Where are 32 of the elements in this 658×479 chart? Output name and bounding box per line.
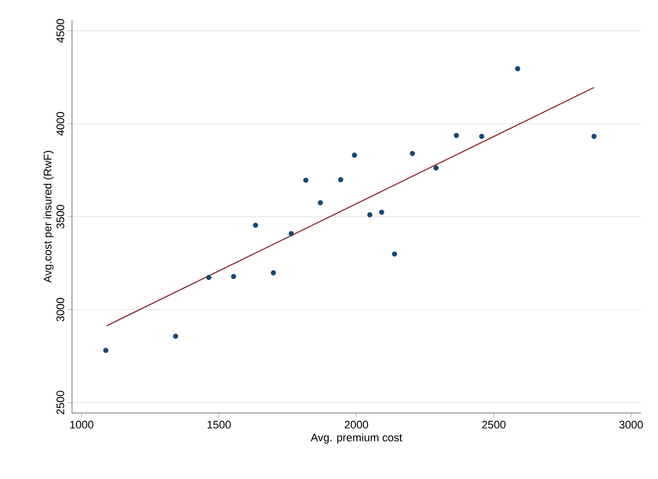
point: [172, 334, 178, 339]
x-tick-label: 3000: [619, 420, 643, 429]
x-tick-label: 2500: [482, 420, 506, 429]
point: [288, 231, 294, 236]
point: [338, 177, 344, 182]
point: [103, 348, 108, 353]
point: [270, 270, 276, 276]
x-tick-label: 1500: [208, 420, 231, 429]
x-tick-label: 1000: [70, 420, 94, 429]
point: [515, 66, 520, 72]
point: [433, 165, 439, 171]
point: [591, 134, 597, 139]
x-tick-label: 2000: [344, 420, 368, 429]
y-tick-label: 4500: [56, 19, 64, 43]
point: [410, 150, 416, 156]
point: [352, 152, 358, 158]
y-tick-label: 2500: [56, 390, 64, 414]
y-tick-label: 4000: [56, 112, 64, 136]
x-axis-title: Avg. premium cost: [310, 433, 402, 444]
y-tick-label: 3000: [56, 298, 64, 322]
point: [454, 132, 459, 138]
point: [206, 274, 212, 280]
point: [392, 251, 398, 257]
point: [318, 200, 323, 206]
point: [367, 212, 372, 218]
point: [230, 274, 236, 280]
y-axis-title: Avg.cost per insured (RwF): [43, 150, 54, 283]
point: [252, 222, 258, 228]
y-tick-label: 3500: [56, 204, 64, 228]
point: [303, 178, 308, 183]
point: [479, 134, 484, 139]
point: [379, 210, 384, 215]
